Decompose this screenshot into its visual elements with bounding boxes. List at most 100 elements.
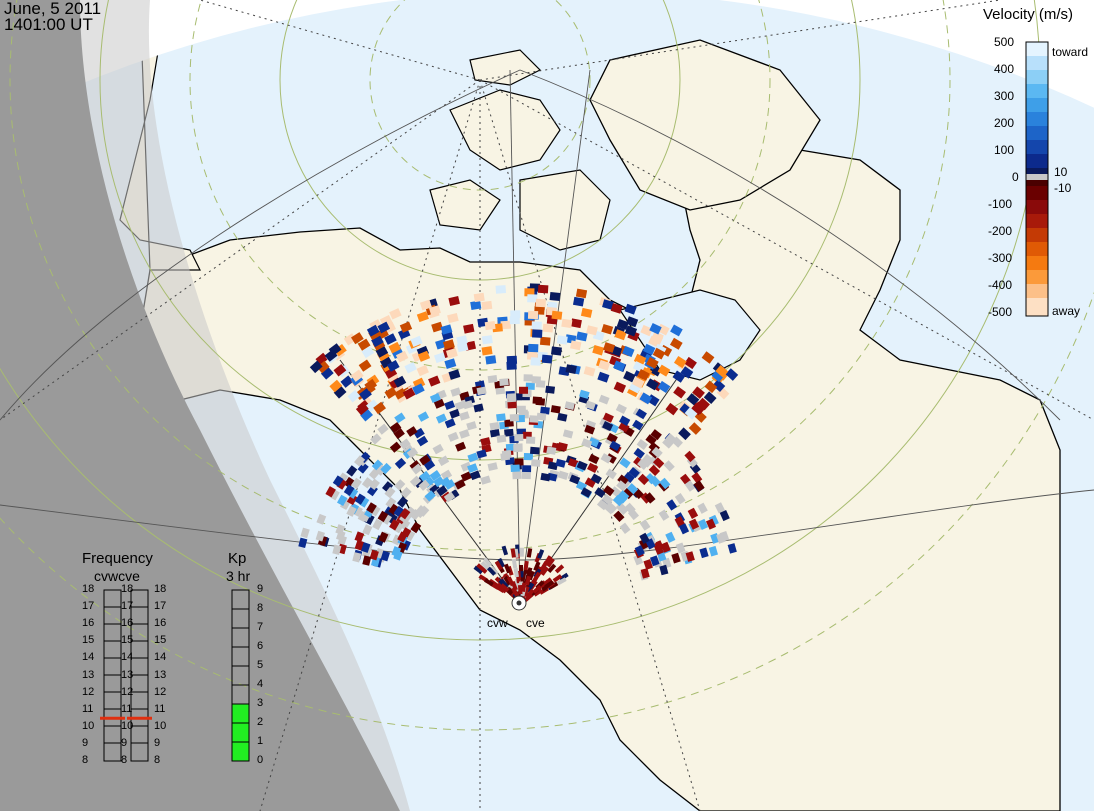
- velocity-cell: [616, 318, 629, 330]
- north-america-land: [139, 139, 1061, 811]
- velocity-cell: [652, 347, 666, 360]
- velocity-cell: [365, 399, 379, 412]
- velocity-cell: [617, 490, 630, 502]
- velocity-cell: [416, 435, 429, 447]
- velocity-cell: [646, 356, 659, 369]
- velocity-cell: [500, 583, 510, 593]
- velocity-cell: [447, 312, 459, 324]
- velocity-cell: [393, 428, 405, 440]
- radar-label-cvw: cvw: [487, 616, 508, 630]
- velocity-cell: [340, 375, 354, 388]
- velocity-cell: [389, 441, 402, 453]
- velocity-cell: [688, 422, 702, 435]
- velocity-cell: [384, 486, 396, 499]
- velocity-cell: [523, 453, 533, 461]
- velocity-cell: [384, 333, 397, 345]
- velocity-cell: [320, 367, 334, 380]
- velocity-cell: [506, 355, 518, 365]
- velocity-cell: [567, 458, 579, 468]
- velocity-cell: [354, 531, 365, 543]
- velocity-cell: [570, 340, 582, 351]
- velocity-cell: [373, 401, 386, 415]
- velocity-cell: [316, 360, 330, 374]
- velocity-tick: 400: [994, 62, 1015, 76]
- velocity-cell: [298, 537, 308, 549]
- frequency-tick: 16: [154, 617, 167, 630]
- velocity-cell: [459, 411, 470, 421]
- frequency-tick: 12: [121, 685, 134, 698]
- velocity-cell: [354, 493, 366, 505]
- velocity-cell: [587, 462, 599, 474]
- frequency-tick: 17: [121, 600, 134, 613]
- velocity-cell: [556, 577, 567, 586]
- velocity-cell: [372, 518, 383, 531]
- velocity-cell: [355, 402, 369, 416]
- velocity-cell: [623, 370, 636, 383]
- velocity-cell: [507, 400, 517, 409]
- velocity-cell: [439, 476, 452, 488]
- velocity-cell: [416, 311, 429, 323]
- velocity-cell: [719, 510, 730, 522]
- velocity-cell: [642, 453, 654, 466]
- velocity-cell: [546, 557, 555, 568]
- velocity-cell: [360, 408, 374, 422]
- velocity-cell: [358, 359, 372, 372]
- velocity-cell: [659, 564, 669, 576]
- velocity-cell: [481, 346, 493, 356]
- velocity-cell: [346, 493, 358, 506]
- velocity-cell: [487, 374, 498, 384]
- velocity-cell: [410, 521, 422, 534]
- velocity-cell: [650, 429, 662, 441]
- velocity-cell: [619, 522, 631, 535]
- velocity-cell: [519, 565, 523, 574]
- velocity-cell: [526, 548, 533, 558]
- velocity-cell: [364, 378, 378, 392]
- velocity-cell: [440, 469, 453, 481]
- velocity-cell: [551, 310, 563, 320]
- velocity-colorbar: [1025, 41, 1049, 317]
- velocity-cell: [562, 429, 574, 439]
- velocity-cell: [440, 324, 453, 335]
- velocity-tick: 300: [994, 89, 1015, 103]
- velocity-cell: [448, 295, 460, 306]
- velocity-cell: [542, 323, 554, 333]
- velocity-cell: [329, 379, 343, 393]
- kp-tick: 8: [257, 602, 264, 614]
- velocity-cell: [527, 310, 539, 320]
- velocity-cell: [530, 459, 541, 467]
- velocity-cell: [300, 527, 310, 539]
- velocity-cell: [473, 565, 484, 575]
- velocity-cell: [657, 364, 671, 377]
- velocity-cell: [612, 495, 625, 507]
- velocity-cell: [343, 484, 355, 496]
- velocity-cell: [377, 510, 389, 523]
- velocity-cell: [672, 370, 686, 383]
- velocity-cell: [603, 342, 616, 353]
- velocity-cell: [514, 458, 524, 466]
- velocity-cell: [388, 503, 400, 516]
- velocity-cell: [532, 584, 542, 594]
- velocity-cell: [601, 323, 614, 335]
- velocity-cell: [362, 524, 373, 536]
- velocity-cell: [586, 325, 598, 336]
- velocity-cells: [298, 283, 739, 603]
- velocity-cell: [409, 475, 422, 487]
- velocity-cell: [380, 550, 390, 562]
- velocity-cell: [391, 347, 404, 359]
- velocity-cell: [610, 486, 622, 498]
- velocity-cell: [673, 386, 686, 399]
- velocity-cell: [657, 380, 671, 394]
- velocity-cell: [654, 543, 664, 555]
- velocity-cell: [665, 402, 679, 416]
- velocity-cell: [489, 421, 500, 431]
- velocity-cell: [364, 513, 375, 525]
- velocity-cell: [366, 502, 377, 514]
- velocity-cell: [637, 473, 650, 486]
- kp-tick: 3: [257, 697, 264, 709]
- velocity-cell: [543, 555, 553, 565]
- velocity-cell: [410, 335, 423, 347]
- velocity-tick: -100: [988, 197, 1013, 211]
- radar-label-cve: cve: [526, 616, 545, 630]
- frequency-tick: 15: [154, 634, 167, 647]
- velocity-cell: [499, 378, 509, 386]
